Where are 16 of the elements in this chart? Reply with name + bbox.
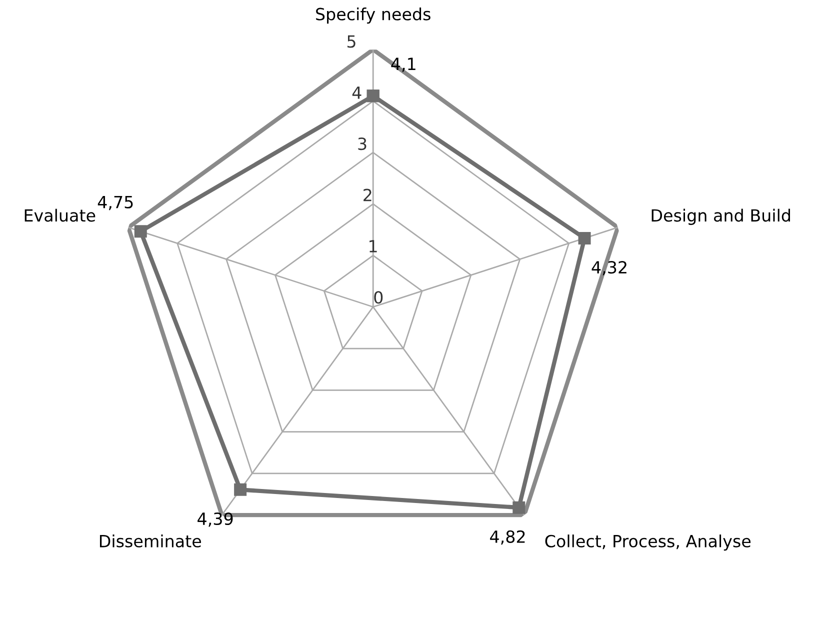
data-label: 4,82 [490,530,525,545]
y-tick-label: 4 [352,86,362,99]
data-label: 4,75 [98,196,133,210]
y-tick-label: 0 [374,291,383,304]
y-tick-label: 1 [370,240,377,252]
spoke-label: Design and Build [652,208,790,225]
spoke-label: Collect, Process, Analyse [545,534,751,551]
spoke-label: Specify needs [316,8,430,24]
data-label: 4,32 [592,260,626,276]
data-label: 4,39 [198,512,233,527]
y-tick-label: 3 [358,138,366,150]
spoke-label: Evaluate [24,208,96,222]
spoke-label: Disseminate [100,534,201,548]
y-tick-label: 5 [347,35,356,48]
data-label: 4,1 [391,58,416,72]
y-tick-label: 2 [364,188,372,202]
